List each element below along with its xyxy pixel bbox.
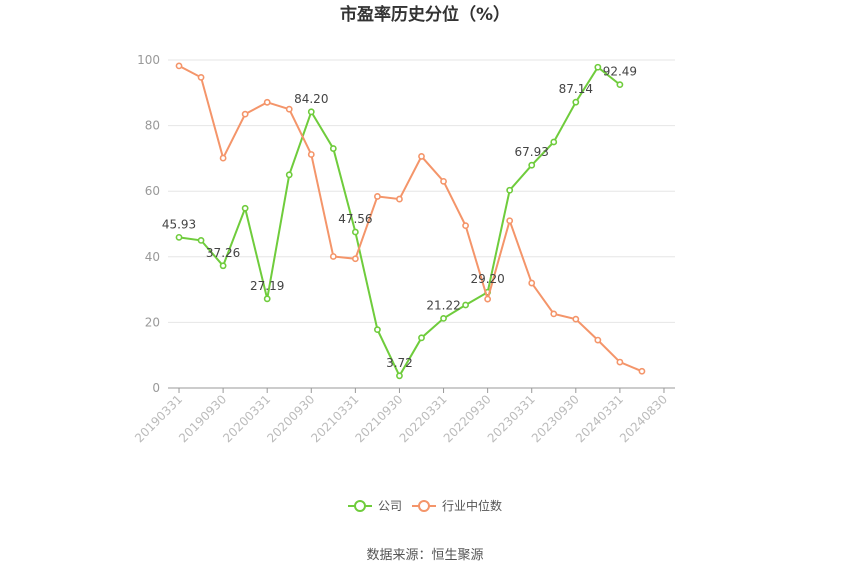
y-tick-label: 20 [145,315,160,329]
data-label: 87.14 [559,82,593,96]
data-point[interactable] [329,253,337,260]
data-point[interactable] [550,310,558,318]
legend-marker-industry [418,500,430,512]
data-point[interactable] [263,98,271,106]
y-tick-label: 0 [152,381,160,395]
data-point[interactable] [396,195,403,203]
data-label: 21.22 [426,298,460,312]
data-label: 29.20 [470,272,504,286]
data-point[interactable] [374,326,381,334]
y-axis: 0 20 40 60 80 100 [137,53,160,395]
data-point[interactable] [396,372,403,380]
data-point[interactable] [197,236,205,244]
data-point[interactable] [307,108,315,116]
grid-lines [168,59,675,323]
data-point[interactable] [528,161,536,169]
y-tick-label: 80 [145,119,160,133]
data-label: 37.26 [206,246,240,260]
data-point[interactable] [638,367,646,375]
data-label: 84.20 [294,92,328,106]
data-label: 47.56 [338,212,372,226]
data-label: 67.93 [515,145,549,159]
data-source: 数据来源：恒生聚源 [366,548,483,563]
data-point[interactable] [329,145,337,152]
data-point[interactable] [418,153,425,160]
data-point[interactable] [528,279,536,287]
series-line [178,65,643,373]
data-point[interactable] [175,233,183,241]
data-point[interactable] [440,177,447,185]
legend-item-company[interactable]: 公司 [348,499,402,513]
x-axis: 2019033120190930202003312020093020210331… [132,387,675,445]
data-point[interactable] [550,138,558,146]
series-lines [175,62,646,380]
y-tick-label: 40 [145,250,160,264]
legend: 公司 行业中位数 [348,498,502,513]
data-point[interactable] [263,295,271,303]
legend-label-company: 公司 [378,499,402,513]
series-industry [175,62,646,375]
data-point[interactable] [219,154,227,162]
x-tick-label: 20240830 [617,392,670,445]
legend-marker-company [354,500,366,512]
data-point[interactable] [594,336,602,344]
y-tick-label: 60 [145,184,160,198]
data-point[interactable] [462,301,469,309]
data-point[interactable] [351,255,359,263]
y-tick-label: 100 [137,53,160,67]
data-point[interactable] [506,217,514,225]
data-point[interactable] [594,63,602,71]
data-point[interactable] [616,81,624,89]
data-point[interactable] [351,228,359,236]
data-point[interactable] [616,358,624,366]
data-label: 92.49 [603,65,637,79]
data-point[interactable] [440,314,447,322]
data-point[interactable] [374,193,381,200]
data-labels: 45.93 37.26 27.19 84.20 47.56 3.72 21.22 29.20 6… [162,65,637,370]
data-point[interactable] [285,171,293,179]
data-point[interactable] [418,334,425,342]
data-point[interactable] [462,222,469,230]
data-point[interactable] [307,151,315,158]
chart-title: 市盈率历史分位（%） [340,4,510,25]
legend-item-industry[interactable]: 行业中位数 [412,498,502,513]
data-point[interactable] [285,105,293,113]
data-point[interactable] [241,110,249,118]
data-label: 45.93 [162,217,196,231]
data-point[interactable] [506,186,514,194]
data-point[interactable] [572,98,580,106]
data-point[interactable] [197,73,205,81]
data-label: 27.19 [250,279,284,293]
data-point[interactable] [219,262,227,270]
legend-label-industry: 行业中位数 [442,498,502,513]
data-point[interactable] [241,204,249,212]
data-label: 3.72 [386,356,413,370]
data-point[interactable] [572,315,580,323]
data-point[interactable] [484,295,492,303]
data-point[interactable] [175,62,183,70]
